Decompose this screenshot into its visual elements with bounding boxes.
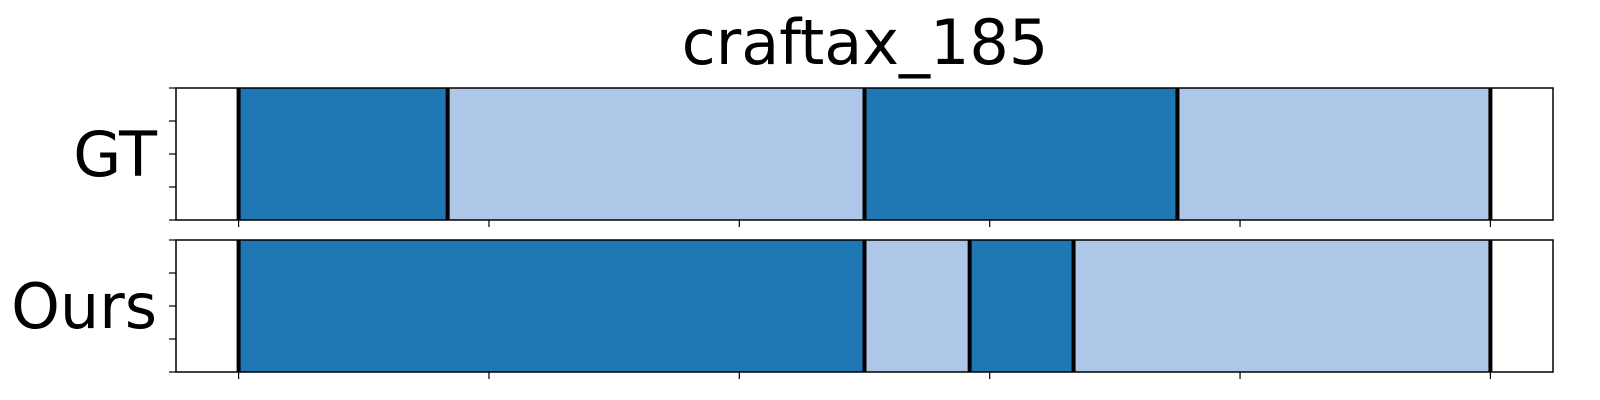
- segment-ours-0: [238, 240, 865, 372]
- row-label-ours: Ours: [11, 270, 157, 343]
- segment-gt-3: [1177, 88, 1491, 220]
- panel-ours: Ours: [11, 239, 1554, 379]
- segment-gt-2: [864, 88, 1178, 220]
- row-label-gt: GT: [73, 118, 158, 191]
- segment-gt-1: [447, 88, 865, 220]
- chart-title: craftax_185: [682, 6, 1049, 79]
- panel-gt: GT: [73, 87, 1554, 227]
- segment-ours-1: [864, 240, 970, 372]
- panels: GT Ours: [11, 87, 1554, 379]
- segment-ours-2: [969, 240, 1074, 372]
- segment-gt-0: [238, 88, 448, 220]
- segment-ours-3: [1073, 240, 1491, 372]
